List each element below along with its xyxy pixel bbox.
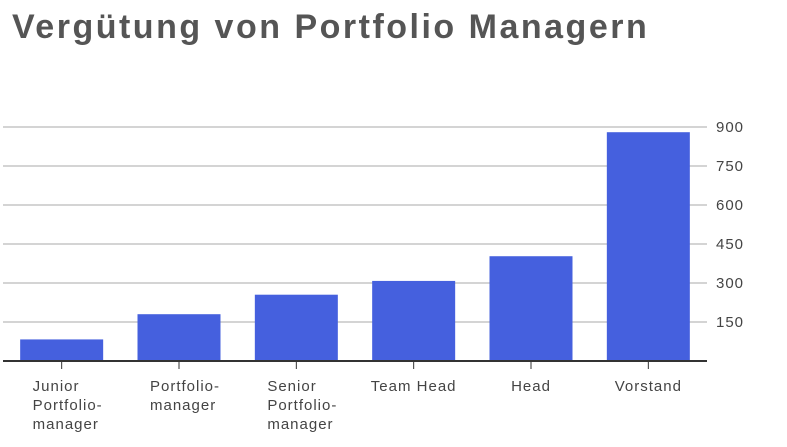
x-tick-label: Portfolio- [150,378,220,395]
y-tick-label: 750 [716,158,744,175]
y-tick-label: 600 [716,197,744,214]
bar [137,314,221,361]
bar [489,256,573,361]
bar [372,280,456,361]
bar [254,294,338,361]
x-tick-label: Portfolio- [33,397,103,414]
y-tick-label: 150 [716,314,744,331]
y-tick-label: 450 [716,236,744,253]
bar [606,132,690,361]
x-tick-label: Portfolio- [267,397,337,414]
y-tick-label: 300 [716,275,744,292]
x-tick-label: manager [33,416,99,433]
x-tick-label: manager [267,416,333,433]
bar [20,339,104,361]
x-tick-label: Senior [267,378,316,395]
x-tick-label: Head [511,378,551,395]
x-tick-label: Junior [33,378,80,395]
x-tick-label: manager [150,397,216,414]
y-tick-label: 900 [716,119,744,136]
x-tick-label: Team Head [371,378,457,395]
chart-title: Vergütung von Portfolio Managern [12,8,650,46]
x-tick-label: Vorstand [615,378,682,395]
